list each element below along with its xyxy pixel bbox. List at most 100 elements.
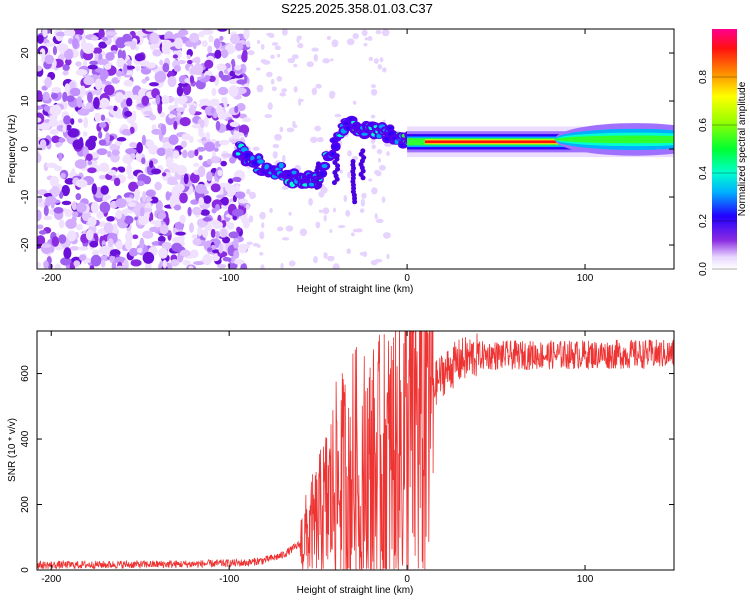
spectrogram-cell xyxy=(56,43,69,52)
spectrogram-cell xyxy=(192,162,200,168)
spectrogram-cell xyxy=(87,167,97,174)
spectrogram-cell xyxy=(202,253,212,266)
spectrogram-cell xyxy=(189,172,200,184)
x-tick-label: 100 xyxy=(577,574,594,585)
spectrogram-cell xyxy=(129,40,137,51)
spectrogram-cell xyxy=(256,40,261,44)
spectrogram-cell xyxy=(49,128,59,135)
spectrogram-cell xyxy=(139,237,145,250)
spectrogram-cell xyxy=(61,184,70,197)
x-tick-label: 0 xyxy=(404,574,410,585)
spectrogram-cell xyxy=(115,37,127,49)
spectrogram-cell xyxy=(64,209,73,217)
spectrogram-cell xyxy=(207,45,213,54)
spectrogram-cell xyxy=(99,245,111,256)
spectrogram-cell xyxy=(123,79,134,87)
spectrogram-cell xyxy=(124,231,133,243)
spectrogram-cell xyxy=(370,114,376,119)
spectrogram-cell xyxy=(323,214,327,222)
spectrogram-cell xyxy=(210,228,216,239)
spectrogram-cell xyxy=(291,170,297,175)
spectrogram-cell xyxy=(100,254,110,262)
spectrogram-cell xyxy=(198,31,205,38)
spectrogram-cell xyxy=(192,41,197,50)
spectrogram-cell xyxy=(123,63,128,75)
spectrogram-cell xyxy=(149,114,157,121)
spectrogram-cell xyxy=(75,69,88,76)
spectrogram-cell xyxy=(220,160,227,167)
spectrogram-cell xyxy=(281,237,290,241)
spectrogram-cell xyxy=(101,36,108,41)
spectrogram-cell xyxy=(66,230,77,242)
spectrogram-cell xyxy=(72,139,84,150)
colorbar-gradient xyxy=(712,29,737,269)
spectrogram-cell xyxy=(318,209,324,213)
spectrogram-cell xyxy=(115,198,127,209)
spectrogram-cell xyxy=(261,222,265,229)
snr-y-label: SNR (10 * v/v) xyxy=(7,418,18,482)
spectrogram-cell xyxy=(154,70,167,83)
snr-y-ticks: 0 200 400 600 xyxy=(20,365,674,573)
spectrogram-cell xyxy=(334,113,342,118)
spectrogram-cell xyxy=(37,65,43,72)
spectrogram-cell xyxy=(270,54,275,59)
spectrogram-cell xyxy=(226,221,235,230)
spectrogram-cell xyxy=(42,29,48,38)
spectrogram-cell xyxy=(159,224,169,235)
spectrogram-cell xyxy=(179,192,188,204)
spectrogram-cell xyxy=(146,62,157,69)
spectrogram-cell xyxy=(248,215,254,223)
spectrogram-cell xyxy=(246,241,253,245)
spectrogram-cell xyxy=(189,249,199,259)
spectrogram-cell xyxy=(171,242,183,252)
spectrogram-cell xyxy=(90,201,99,214)
spectrogram-cell xyxy=(332,263,340,269)
spectrogram-cell xyxy=(44,76,52,88)
spectrogram-cell xyxy=(87,160,93,166)
spectrogram-cell xyxy=(220,96,227,103)
spectrogram-cell xyxy=(198,197,205,206)
spectrogram-cell xyxy=(141,157,146,165)
spectrogram-band xyxy=(424,140,586,144)
y-tick-label: 20 xyxy=(20,47,31,59)
spectrogram-cell xyxy=(82,131,88,137)
spectrogram-cell xyxy=(50,185,60,198)
spectrogram-cell xyxy=(63,115,72,125)
x-tick-label: 0 xyxy=(404,273,410,284)
spectrogram-cell xyxy=(114,256,126,264)
spectrogram-cell xyxy=(203,116,209,128)
spectrogram-cell xyxy=(113,177,121,187)
y-tick-label: 200 xyxy=(20,496,31,513)
spectrogram-cell xyxy=(281,185,289,190)
x-tick-label: 100 xyxy=(577,273,594,284)
spectrogram-cell xyxy=(172,150,180,159)
spectrogram-cell xyxy=(370,84,376,89)
spectrogram-cell xyxy=(179,116,191,127)
spectrogram-cell xyxy=(213,38,221,49)
spectrogram-cell xyxy=(235,152,241,156)
spectrogram-cell xyxy=(381,196,386,203)
spectrogram-cell xyxy=(162,62,170,73)
spectrogram-cell xyxy=(126,97,133,107)
spectrogram-cell xyxy=(329,228,333,234)
spectrogram-cell xyxy=(239,113,247,119)
spectrogram-cell xyxy=(207,247,213,252)
spectrogram-cell xyxy=(83,116,89,129)
spectrogram-cell xyxy=(186,54,191,60)
spectrogram-cell xyxy=(387,126,393,130)
spectrogram-cell xyxy=(37,261,42,268)
spectrogram-cell xyxy=(318,190,325,198)
spectrogram-cell xyxy=(346,248,351,255)
spectrogram-cell xyxy=(151,128,162,135)
spectrogram-cell xyxy=(347,171,351,179)
spectrogram-cell xyxy=(142,230,154,239)
spectrogram-cell xyxy=(215,120,221,131)
spectrogram-cell xyxy=(271,86,277,92)
spectrogram-cell xyxy=(99,69,109,80)
spectrogram-cell xyxy=(110,44,118,53)
spectrogram-x-ticks: -200 -100 0 100 xyxy=(41,29,594,284)
spectrogram-cell xyxy=(386,253,390,260)
spectrogram-cell xyxy=(371,144,376,150)
spectrogram-cell xyxy=(281,154,286,163)
spectrogram-cell xyxy=(141,95,150,106)
